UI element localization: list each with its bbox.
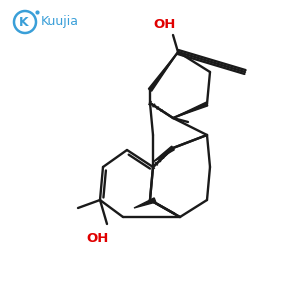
Text: OH: OH — [154, 18, 176, 31]
Text: Kuujia: Kuujia — [41, 16, 79, 28]
Polygon shape — [173, 102, 208, 118]
Polygon shape — [153, 146, 174, 162]
Text: K: K — [19, 16, 29, 28]
Polygon shape — [134, 198, 156, 208]
Text: OH: OH — [87, 232, 109, 245]
Polygon shape — [148, 52, 178, 91]
